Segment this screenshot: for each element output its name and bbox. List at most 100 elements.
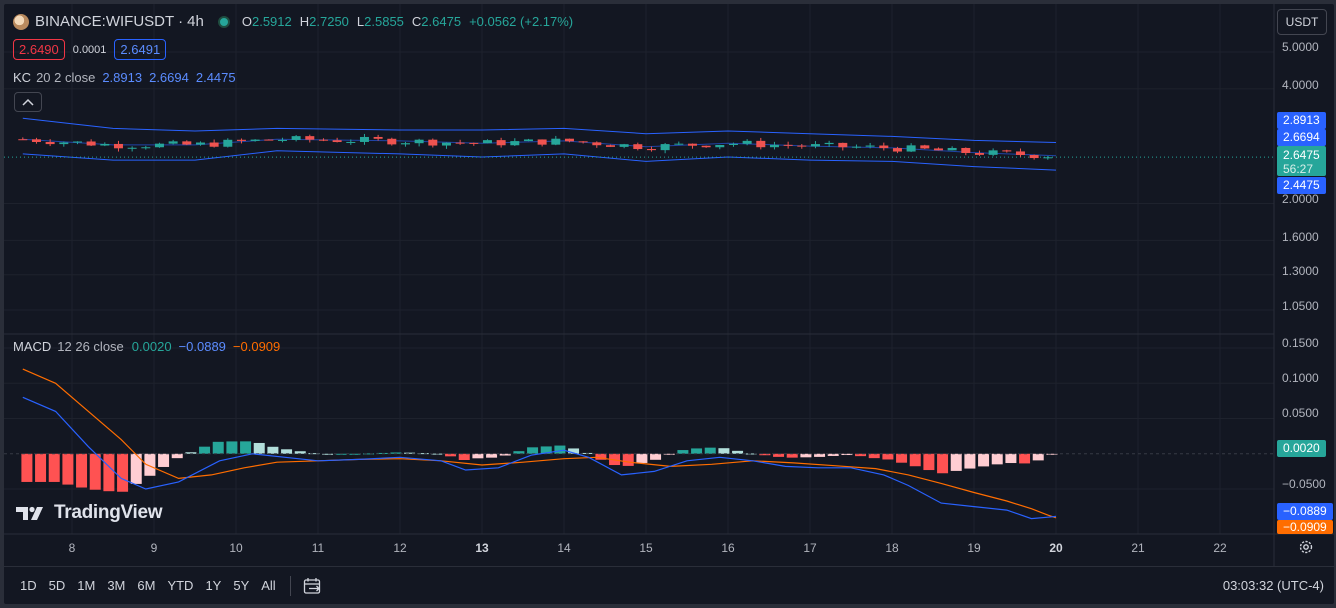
macd-histogram-bar (158, 453, 170, 467)
timeframe-1d[interactable]: 1D (20, 578, 37, 593)
macd-line-tag: −0.0889 (1277, 503, 1333, 520)
timeframe-5y[interactable]: 5Y (233, 578, 250, 593)
last-price-value: 2.6475 (1283, 148, 1320, 162)
kc-upper-line (22, 117, 1057, 143)
candle-body (18, 139, 28, 141)
candle-body (318, 139, 328, 141)
time-axis-label: 22 (1213, 541, 1227, 555)
legend-separator: · (178, 13, 184, 30)
price-axis-label: 1.3000 (1282, 264, 1319, 278)
candle-body (127, 147, 137, 149)
tradingview-logo[interactable]: TradingView (16, 502, 163, 524)
macd-signal-line (22, 368, 1057, 519)
kc-name: KC (13, 70, 32, 85)
candle-body (687, 143, 697, 146)
macd-histogram-bar (786, 453, 798, 458)
open-value: 2.5912 (251, 14, 292, 29)
macd-axis-label: 0.1000 (1282, 371, 1319, 385)
last-price-tag: 2.6475 56:27 (1277, 146, 1326, 176)
timeframe-3m[interactable]: 3M (107, 578, 126, 593)
macd-histogram-bar (240, 441, 252, 454)
candle-body (523, 139, 533, 142)
buy-price-button[interactable]: 2.6491 (114, 39, 167, 60)
bottom-toolbar: 1D 5D 1M 3M 6M YTD 1Y 5Y All 03:03:32 (U… (4, 566, 1334, 604)
macd-histogram-bar (964, 453, 976, 469)
chart-window: BINANCE:WIFUSDT · 4h O 2.5912 H 2.7250 L… (4, 4, 1334, 604)
time-axis-label: 16 (721, 541, 735, 555)
kc-lower-tag: 2.4475 (1277, 177, 1326, 194)
candle-body (892, 148, 902, 152)
candle-body (742, 140, 752, 144)
bid-ask-row: 2.6490 0.0001 2.6491 (13, 39, 167, 60)
kc-legend[interactable]: KC 20 2 close 2.8913 2.6694 2.4475 (13, 70, 236, 85)
kc-lower-value: 2.4475 (195, 70, 236, 85)
macd-histogram-bar (253, 442, 265, 454)
timeframe-1m[interactable]: 1M (77, 578, 96, 593)
close-value: 2.6475 (421, 14, 462, 29)
time-axis-label: 10 (229, 541, 243, 555)
timezone-clock[interactable]: 03:03:32 (UTC-4) (1222, 578, 1324, 593)
candle-body (906, 145, 916, 152)
candle-body (346, 141, 356, 143)
candle-body (510, 141, 520, 146)
date-range-button[interactable] (303, 577, 323, 595)
timeframe-5d[interactable]: 5D (48, 578, 66, 593)
market-open-dot-icon[interactable] (217, 15, 230, 28)
symbol-name[interactable]: BINANCE:WIFUSDT (35, 13, 175, 30)
macd-histogram-bar (909, 453, 921, 467)
macd-histogram-bar (363, 453, 375, 455)
calendar-range-icon (303, 577, 320, 594)
macd-lines (4, 368, 1274, 520)
macd-legend[interactable]: MACD 12 26 close 0.0020 −0.0889 −0.0909 (13, 339, 280, 354)
macd-signal-value: −0.0909 (232, 339, 281, 354)
macd-axis-label: 0.0500 (1282, 406, 1319, 420)
macd-histogram-bar (827, 453, 839, 456)
macd-histogram-bar (48, 453, 60, 482)
interval-label[interactable]: 4h (187, 13, 204, 30)
candle-body (113, 143, 123, 149)
timeframe-ytd[interactable]: YTD (167, 578, 194, 593)
candle-body (209, 142, 219, 147)
chart-canvas[interactable] (4, 4, 1334, 566)
timeframe-all[interactable]: All (261, 578, 276, 593)
currency-button[interactable]: USDT (1277, 9, 1327, 35)
macd-histogram-bar (663, 453, 675, 455)
candle-body (305, 136, 315, 140)
candle-body (373, 136, 383, 139)
macd-histogram-bar (472, 453, 484, 459)
candle-body (879, 145, 889, 149)
macd-histogram-bar (554, 445, 566, 454)
time-axis-label: 13 (475, 541, 489, 555)
macd-histogram-tag: 0.0020 (1277, 440, 1326, 457)
timeframe-6m[interactable]: 6M (137, 578, 156, 593)
candle-body (469, 142, 479, 144)
price-axis-label: 4.0000 (1282, 78, 1319, 92)
symbol-legend[interactable]: BINANCE:WIFUSDT · 4h O 2.5912 H 2.7250 L… (13, 13, 581, 30)
sell-price-button[interactable]: 2.6490 (13, 39, 65, 60)
macd-histogram-bar (759, 453, 771, 456)
candle-body (31, 139, 41, 142)
candle-body (195, 142, 205, 145)
macd-histogram-bar (950, 453, 962, 471)
time-axis-label: 8 (68, 541, 76, 555)
time-axis-label: 14 (557, 541, 571, 555)
macd-histogram-bar (390, 452, 402, 454)
macd-histogram-bar (882, 453, 894, 460)
kc-params: 20 2 close (36, 70, 96, 85)
candle-body (824, 142, 834, 145)
macd-histogram-bar (1005, 453, 1017, 464)
price-axis-label: 1.6000 (1282, 230, 1319, 244)
timeframe-1y[interactable]: 1Y (205, 578, 222, 593)
change-value: +0.0562 (+2.17%) (469, 14, 574, 29)
collapse-legend-button[interactable] (14, 92, 42, 112)
time-axis-label: 20 (1049, 541, 1063, 555)
candle-body (865, 145, 875, 147)
candle-body (756, 140, 766, 148)
macd-histogram-bar (937, 453, 949, 474)
macd-histogram-bar (855, 453, 867, 457)
macd-histogram-bar (35, 453, 47, 482)
candle-body (715, 145, 725, 148)
low-value: 2.5855 (364, 14, 404, 29)
chart-settings-button[interactable] (1298, 539, 1314, 560)
macd-histogram-bar (62, 453, 74, 485)
